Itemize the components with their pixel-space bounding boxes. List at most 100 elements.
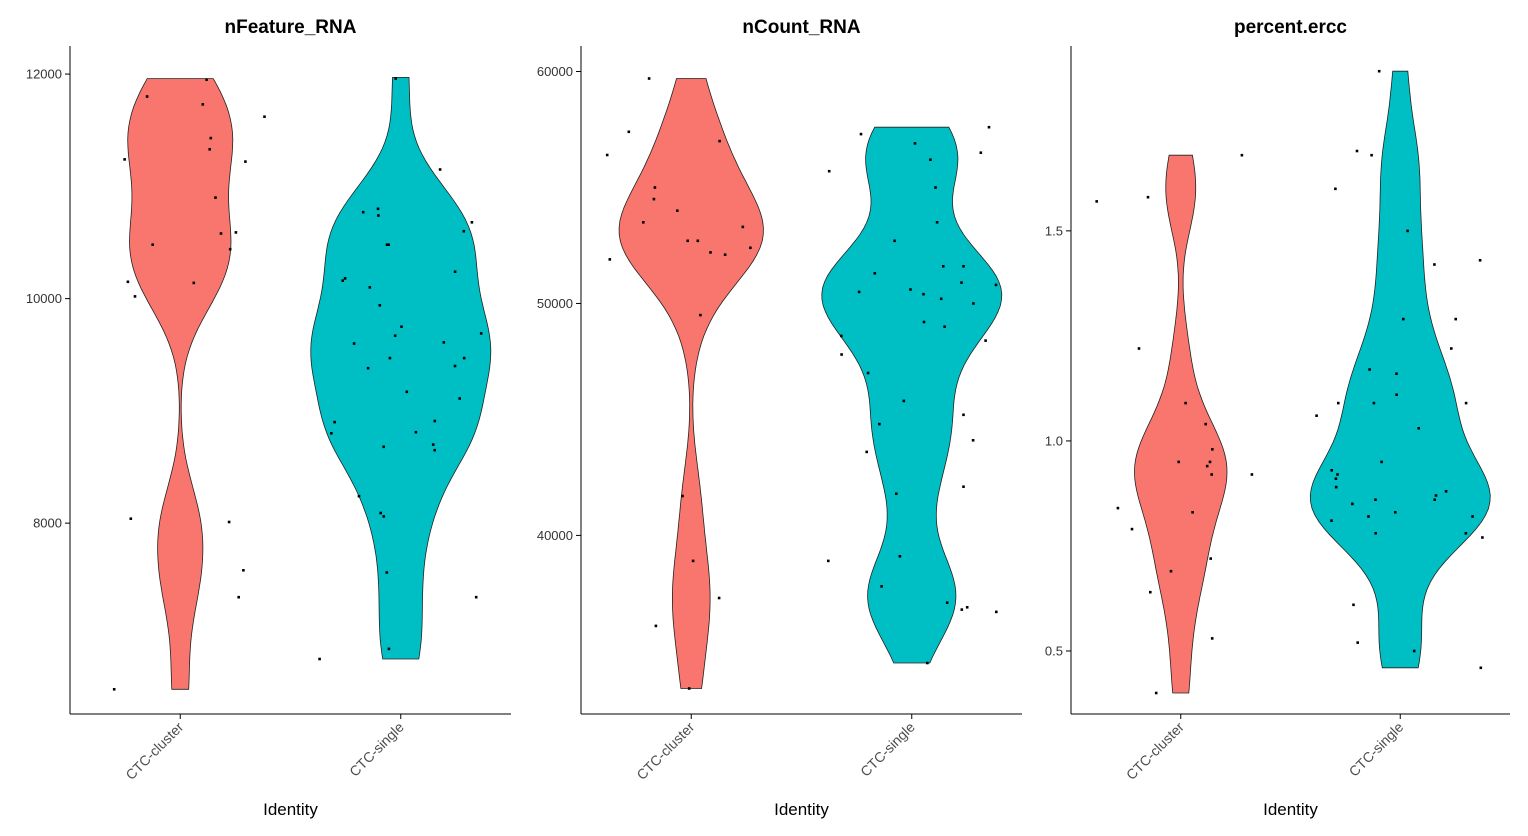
y-tick-label: 1.0 [1045, 433, 1063, 448]
data-point [1394, 511, 1397, 514]
data-point [939, 297, 943, 301]
data-point [979, 151, 983, 154]
data-point [192, 281, 196, 285]
x-axis-title: Identity [1263, 800, 1318, 819]
data-point [987, 125, 991, 129]
data-point [388, 356, 392, 360]
data-point [865, 450, 868, 454]
y-tick-label: 0.5 [1045, 643, 1063, 658]
data-point [151, 243, 154, 246]
data-point [453, 364, 457, 368]
data-point [902, 399, 906, 403]
data-point [1377, 69, 1381, 73]
data-point [960, 608, 964, 611]
data-point [474, 595, 478, 599]
data-point [1208, 460, 1212, 464]
data-point [1210, 637, 1214, 640]
data-point [929, 158, 932, 161]
data-point [1454, 317, 1457, 321]
data-point [205, 78, 208, 81]
data-point [400, 325, 403, 328]
data-point [1334, 477, 1338, 480]
data-point [880, 585, 883, 588]
data-point [895, 492, 898, 495]
data-point [458, 397, 461, 400]
y-tick-label: 12000 [26, 67, 62, 82]
x-tick-label: CTC-cluster [633, 719, 697, 783]
data-point [1481, 536, 1484, 539]
data-point [382, 445, 385, 449]
data-point [909, 288, 912, 291]
data-point [470, 221, 474, 224]
data-point [1372, 401, 1376, 405]
data-point [962, 485, 965, 488]
panel-title: percent.ercc [1234, 17, 1347, 38]
panel-title: nCount_RNA [742, 17, 860, 38]
data-point [945, 601, 949, 604]
x-tick-label: CTC-single [857, 719, 918, 780]
data-point [723, 253, 727, 256]
data-point [1395, 372, 1398, 375]
x-tick-label: CTC-cluster [122, 719, 186, 783]
data-point [1402, 317, 1405, 321]
data-point [1464, 401, 1468, 405]
data-point [378, 304, 382, 307]
data-point [479, 332, 483, 335]
data-point [1433, 263, 1436, 266]
data-point [453, 270, 457, 273]
data-point [1412, 649, 1416, 653]
data-point [840, 334, 843, 338]
data-point [1374, 532, 1377, 535]
data-point [214, 196, 217, 199]
data-point [681, 494, 684, 498]
data-point [859, 132, 863, 136]
data-point [209, 136, 213, 140]
data-point [208, 148, 211, 151]
data-point [971, 439, 975, 442]
data-point [333, 420, 336, 424]
data-point [433, 448, 436, 452]
x-tick-label: CTC-cluster [1123, 719, 1187, 783]
data-point [318, 657, 321, 661]
data-point [1464, 532, 1468, 535]
data-point [1370, 153, 1373, 157]
data-point [840, 353, 843, 356]
data-point [984, 339, 987, 342]
data-point [1205, 464, 1209, 468]
panel-3: percent.ercc 0.5 1.0 1.5 CTC-cluster CTC-sing… [1045, 17, 1510, 819]
data-point [1330, 519, 1333, 522]
data-point [962, 265, 965, 268]
violin-ctc-cluster [127, 78, 234, 690]
data-point [1367, 515, 1370, 518]
data-point [462, 356, 466, 360]
data-point [1444, 490, 1448, 493]
data-point [1095, 200, 1098, 203]
data-point [1116, 506, 1120, 510]
data-point [717, 596, 721, 600]
violin-ctc-single [821, 126, 1003, 664]
data-point [237, 595, 240, 599]
data-point [366, 366, 370, 370]
data-point [1478, 259, 1482, 262]
data-point [866, 371, 870, 375]
data-point [1169, 569, 1173, 573]
data-point [608, 258, 612, 261]
data-point [827, 559, 830, 563]
data-point [1352, 603, 1355, 607]
data-point [433, 419, 437, 423]
data-point [1334, 485, 1338, 489]
data-point [385, 571, 389, 574]
data-point [242, 569, 245, 572]
data-point [1336, 473, 1339, 476]
y-tick-label: 8000 [33, 516, 62, 531]
data-point [1356, 641, 1359, 644]
data-point [718, 139, 721, 143]
data-point [709, 251, 712, 254]
violin-ctc-cluster [618, 78, 764, 689]
data-point [145, 95, 149, 98]
data-point [653, 186, 657, 189]
data-point [699, 313, 702, 317]
data-point [405, 390, 409, 394]
data-point [385, 243, 389, 246]
